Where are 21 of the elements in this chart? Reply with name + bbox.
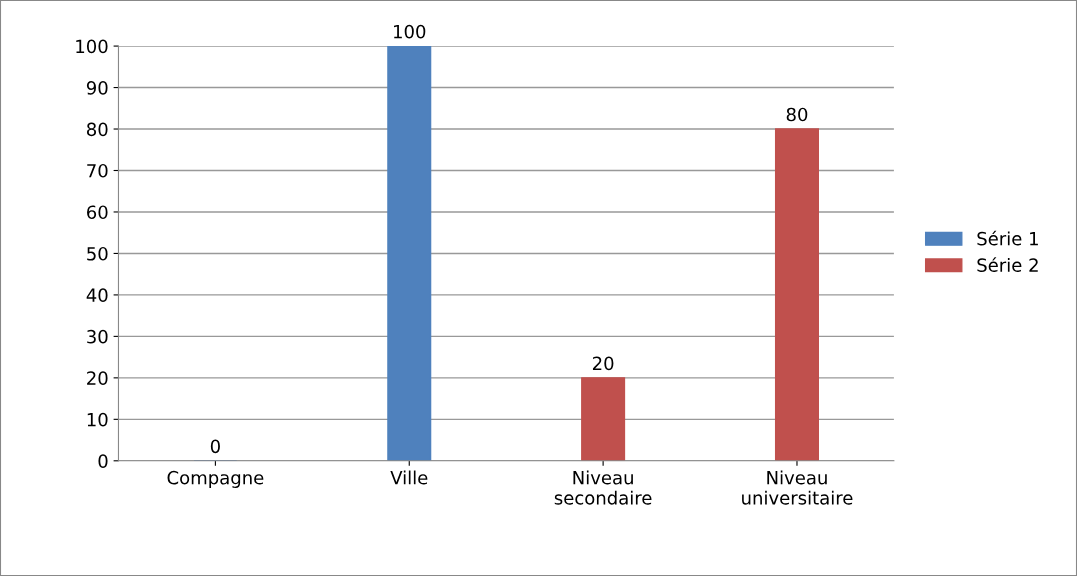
- x-tick-label: Compagne: [167, 470, 264, 488]
- y-tick-label: 70: [87, 163, 108, 178]
- y-tick-label: 10: [87, 412, 108, 427]
- y-tick-label: 100: [76, 39, 108, 54]
- y-tick-label: 40: [86, 288, 108, 303]
- y-tick-label: 90: [86, 81, 108, 95]
- x-tick-label: Niveau secondaire: [554, 470, 652, 505]
- data-label: 100: [394, 24, 426, 39]
- x-tick-label: Niveau universitaire: [742, 470, 853, 505]
- legend-label: Série 2: [977, 257, 1038, 272]
- data-label: 80: [786, 107, 808, 122]
- y-tick-label: 80: [87, 122, 108, 137]
- y-tick-label: 20: [87, 371, 108, 385]
- data-label: 0: [210, 439, 220, 454]
- y-tick-label: 30: [87, 329, 108, 344]
- y-tick-label: 0: [98, 454, 108, 468]
- y-tick-label: 60: [87, 205, 108, 220]
- x-tick-label: Ville: [390, 470, 428, 485]
- y-tick-label: 50: [87, 246, 108, 261]
- legend-label: Série 1: [977, 230, 1038, 246]
- data-label: 20: [592, 356, 614, 371]
